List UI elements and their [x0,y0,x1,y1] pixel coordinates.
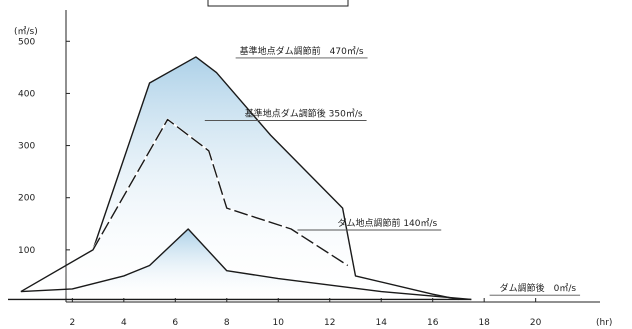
series-area-1 [20,56,459,302]
x-tick-label: 8 [224,318,230,328]
x-tick-label: 20 [530,318,542,328]
annotation-label-2: 基準地点ダム調節後 350㎥/s [245,108,363,120]
series-line-2-bg [91,117,349,267]
x-tick-label: 2 [69,318,75,328]
annotation-label-1: 基準地点ダム調節前 470㎥/s [240,45,364,57]
x-axis-unit: (hr) [596,318,612,328]
x-tick-label: 14 [375,318,387,328]
annotation-label-4: ダム調節後 0㎥/s [500,282,577,294]
y-tick-label: 500 [18,37,35,47]
x-tick-label: 18 [478,318,490,328]
y-axis-unit: (㎥/s) [14,26,38,37]
series-area-3 [20,229,472,302]
x-tick-label: 4 [121,318,127,328]
series-line-3 [20,228,472,301]
annotation-label-3: ダム地点調節前 140㎥/s [337,217,437,229]
y-tick-label: 300 [18,142,35,152]
x-tick-label: 16 [427,318,439,328]
y-tick-label: 200 [18,194,35,204]
y-tick-label: 400 [18,89,35,99]
y-tick-label: 100 [18,246,35,256]
x-tick-label: 10 [273,318,285,328]
x-tick-label: 6 [172,318,178,328]
series-line-1 [20,56,459,301]
x-tick-label: 12 [324,318,335,328]
title-box [207,0,349,7]
